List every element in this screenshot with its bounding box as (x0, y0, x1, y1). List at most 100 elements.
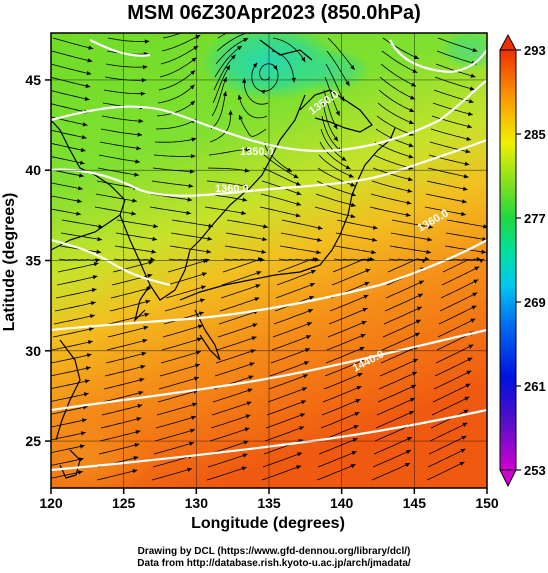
streamline (158, 377, 200, 390)
streamline-arrow (472, 47, 478, 53)
streamline (268, 374, 309, 390)
streamline-arrow (462, 186, 468, 191)
streamline-arrow (90, 301, 96, 306)
streamline (433, 89, 474, 103)
streamline (381, 50, 418, 74)
streamline-arrow (78, 173, 84, 178)
streamline-arrow (153, 224, 158, 229)
colorbar-tick-label: 285 (524, 127, 546, 142)
streamline (276, 269, 317, 286)
streamline-arrow (140, 91, 146, 96)
streamline (427, 448, 466, 468)
streamline (381, 332, 421, 351)
y-tick-label: 30 (25, 343, 41, 359)
streamline (259, 206, 301, 217)
streamline-arrow (360, 333, 366, 338)
streamline (103, 378, 145, 390)
streamline-arrow (132, 469, 138, 474)
streamline (380, 63, 417, 87)
streamline (51, 76, 91, 88)
streamline (271, 335, 312, 351)
streamline-arrow (191, 137, 197, 142)
streamline (51, 129, 87, 139)
streamline (375, 410, 415, 429)
colorbar-tick-label: 261 (524, 379, 546, 394)
gridlines (51, 33, 487, 488)
colorbar: 253 261 269 277 285 293 (499, 33, 546, 488)
streamline (390, 232, 433, 241)
streamline (51, 169, 84, 177)
streamline (161, 337, 203, 351)
streamline (166, 272, 207, 286)
streamline-arrow (348, 173, 354, 178)
streamline (387, 258, 427, 273)
streamline-arrow (472, 292, 478, 297)
streamline-arrow (413, 55, 419, 59)
streamline (212, 388, 253, 403)
streamline (156, 100, 196, 117)
streamline (213, 54, 236, 91)
streamline (225, 232, 268, 241)
streamline-arrow (237, 45, 242, 51)
streamline (438, 305, 477, 325)
coastline (51, 39, 396, 479)
streamline (261, 465, 302, 481)
streamline (320, 411, 360, 429)
streamline-arrow (142, 338, 148, 343)
streamline-arrow (408, 143, 414, 148)
x-axis-title: Longitude (degrees) (191, 515, 345, 532)
colorbar-tick-label: 253 (524, 463, 546, 478)
streamline-arrow (139, 377, 145, 383)
streamline-arrow (467, 357, 473, 362)
streamline-arrow (93, 262, 99, 267)
streamline (446, 219, 487, 228)
streamline-arrow (241, 78, 247, 83)
streamline (215, 349, 256, 364)
streamline (51, 142, 86, 152)
streamline-arrow (408, 120, 414, 125)
streamline (426, 180, 468, 191)
streamline (329, 294, 369, 312)
streamline (160, 45, 199, 65)
streamline-arrow (77, 470, 83, 475)
streamline-arrow (427, 237, 432, 242)
streamline-arrow (250, 349, 256, 354)
streamline (332, 258, 372, 273)
streamline (95, 193, 137, 202)
streamline (51, 353, 92, 364)
streamline (206, 180, 249, 187)
streamline-arrow (189, 84, 195, 90)
streamline-arrow (207, 236, 213, 241)
streamline-arrow (190, 100, 195, 106)
streamline-arrow (295, 181, 301, 186)
streamline (115, 232, 158, 240)
streamline-arrow (88, 327, 94, 332)
streamline (99, 430, 141, 442)
streamline (104, 365, 146, 377)
streamline-arrow (85, 83, 91, 88)
credit-drawing: Drawing by DCL (https://www.gfd-dennou.o… (137, 546, 411, 557)
streamline (101, 115, 144, 122)
streamline-arrow (411, 82, 416, 87)
streamline-arrow (255, 284, 261, 289)
streamline-arrow (372, 225, 378, 230)
streamline-arrow (357, 373, 363, 377)
streamline-arrow (300, 413, 305, 418)
streamline (208, 149, 251, 156)
streamline-arrow (82, 122, 88, 127)
streamline-arrow (317, 225, 323, 230)
streamline-arrow (406, 200, 412, 205)
streamline-arrow (350, 182, 356, 187)
y-tick-label: 40 (25, 162, 41, 178)
streamline-arrow (293, 174, 299, 179)
streamline (318, 154, 354, 178)
streamline-arrow (148, 260, 154, 265)
streamline-arrow (263, 224, 268, 229)
streamline (167, 259, 208, 273)
streamline (51, 379, 90, 390)
streamline (431, 115, 473, 128)
streamline (264, 426, 305, 442)
streamline (51, 195, 82, 203)
streamline (160, 350, 202, 364)
streamline-arrow (409, 108, 415, 112)
